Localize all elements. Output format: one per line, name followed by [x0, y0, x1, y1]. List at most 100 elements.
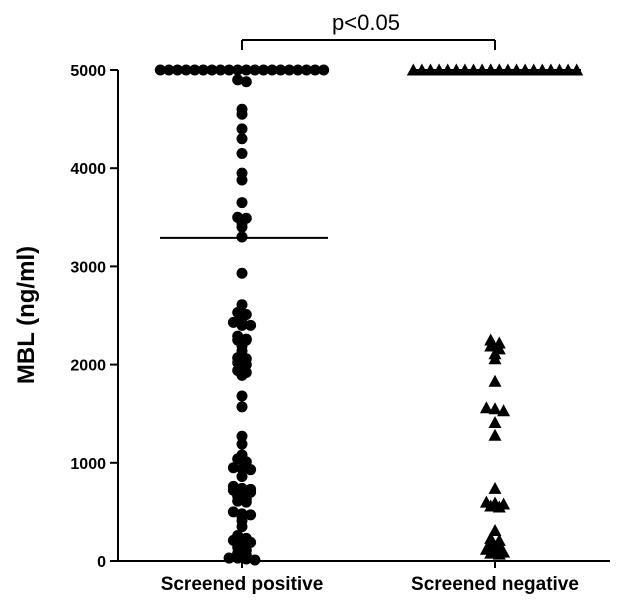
- data-point: [236, 108, 248, 120]
- data-point: [488, 402, 502, 415]
- data-point: [488, 428, 502, 441]
- data-point: [458, 63, 472, 76]
- data-point: [236, 471, 248, 483]
- data-point: [561, 63, 575, 76]
- data-point: [232, 552, 244, 564]
- y-axis-label: MBL (ng/ml): [13, 246, 40, 384]
- y-tick-label: 2000: [70, 358, 106, 375]
- data-point: [163, 64, 175, 76]
- data-point: [553, 63, 566, 76]
- data-point: [309, 64, 321, 76]
- data-point: [172, 64, 183, 76]
- data-point: [240, 553, 252, 565]
- data-point: [236, 267, 248, 279]
- data-point: [544, 63, 558, 76]
- data-point: [236, 463, 248, 475]
- data-point: [236, 174, 248, 186]
- data-point: [406, 63, 420, 76]
- data-point: [488, 416, 502, 429]
- data-point: [236, 123, 248, 135]
- mean-lines: [160, 69, 581, 239]
- data-point: [415, 63, 429, 76]
- data-point: [479, 401, 493, 414]
- data-point: [488, 374, 502, 387]
- data-point: [475, 63, 489, 76]
- data-point: [232, 357, 244, 369]
- data-point: [236, 231, 248, 243]
- data-point: [236, 430, 248, 442]
- data-point: [488, 524, 502, 537]
- data-point: [236, 197, 248, 209]
- axes: 0 1000 2000 3000 4000 5000: [70, 63, 610, 571]
- data-point: [275, 64, 287, 76]
- category-labels: Screened positive Screened negative: [161, 574, 579, 595]
- data-point: [301, 64, 312, 76]
- data-point: [501, 63, 515, 76]
- data-point: [180, 64, 192, 76]
- data-point: [215, 64, 226, 76]
- data-point: [467, 63, 480, 76]
- data-point: [535, 63, 549, 76]
- data-point: [236, 319, 248, 331]
- data-point: [232, 453, 244, 465]
- data-point: [236, 369, 248, 381]
- data-point: [232, 64, 244, 76]
- data-point: [432, 63, 446, 76]
- data-point: [510, 63, 523, 76]
- data-point: [283, 64, 295, 76]
- data-point: [258, 64, 269, 76]
- data-points: [154, 63, 584, 566]
- data-point: [424, 63, 437, 76]
- data-point: [318, 64, 330, 76]
- data-point: [240, 76, 252, 88]
- category-label: Screened positive: [161, 574, 324, 595]
- data-point: [492, 500, 506, 513]
- data-point: [518, 63, 532, 76]
- y-tick-label: 0: [97, 554, 106, 571]
- data-point: [227, 316, 239, 328]
- data-point: [227, 506, 239, 518]
- data-point: [245, 464, 257, 476]
- category-label: Screened negative: [411, 574, 579, 595]
- data-point: [245, 319, 257, 331]
- data-point: [197, 64, 209, 76]
- data-point: [223, 64, 235, 76]
- data-point: [223, 552, 235, 564]
- y-tick-label: 4000: [70, 161, 106, 178]
- data-point: [236, 221, 248, 233]
- data-point: [232, 495, 244, 507]
- data-point: [236, 133, 248, 145]
- data-point: [492, 547, 506, 560]
- data-point: [206, 64, 218, 76]
- data-point: [484, 546, 498, 559]
- data-point: [154, 64, 166, 76]
- data-point: [240, 64, 252, 76]
- data-point: [232, 74, 244, 86]
- data-point: [236, 390, 248, 402]
- data-point: [484, 499, 498, 512]
- data-point: [488, 352, 502, 365]
- data-point: [484, 339, 498, 352]
- data-point: [240, 359, 252, 371]
- data-point: [497, 404, 511, 417]
- data-point: [236, 401, 248, 413]
- significance-label: p<0.05: [332, 10, 400, 35]
- data-point: [570, 63, 584, 76]
- data-point: [266, 64, 278, 76]
- data-point: [245, 509, 257, 521]
- data-point: [488, 481, 502, 494]
- data-point: [236, 438, 248, 450]
- significance-annotation: p<0.05: [241, 10, 496, 50]
- data-point: [236, 521, 248, 533]
- y-tick-label: 1000: [70, 456, 106, 473]
- data-point: [492, 63, 506, 76]
- data-point: [441, 63, 455, 76]
- data-point: [527, 63, 541, 76]
- data-point: [292, 64, 304, 76]
- data-point: [240, 496, 252, 508]
- data-point: [249, 64, 261, 76]
- data-point: [484, 63, 498, 76]
- data-point: [449, 63, 463, 76]
- data-point: [236, 147, 248, 159]
